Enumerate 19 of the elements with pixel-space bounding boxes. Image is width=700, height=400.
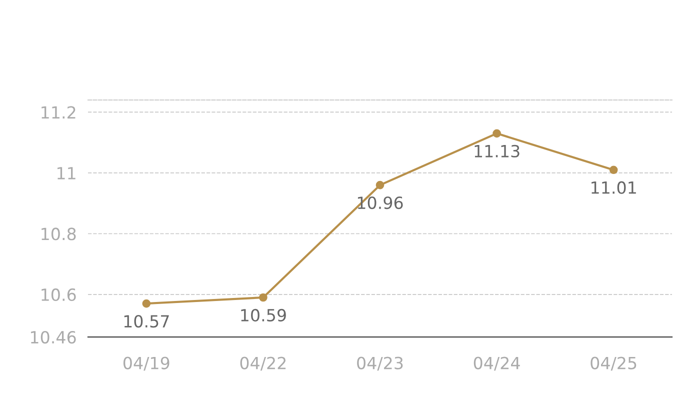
point [259, 293, 268, 302]
y-tick-label: 11 [58, 167, 76, 180]
x-tick-label: 04/25 [590, 356, 636, 371]
point [376, 180, 384, 190]
point [492, 129, 501, 138]
data-label: 11.01 [592, 181, 636, 194]
y-tick-label: 10.8 [42, 228, 76, 240]
y-tick-label: 10.46 [31, 330, 76, 344]
y-tick-label: 10.6 [42, 288, 76, 302]
x-tick-label: 04/19 [123, 356, 170, 371]
point [142, 299, 151, 308]
x-tick-label: 04/22 [240, 356, 286, 371]
y-tick-label: 11.2 [42, 106, 76, 118]
data-label: 11.13 [474, 144, 520, 158]
x-tick-label: 04/24 [474, 356, 520, 371]
data-label: 10.57 [124, 314, 169, 328]
data-label: 10.59 [241, 308, 286, 322]
point [609, 166, 618, 174]
x-tick-label: 04/23 [357, 356, 403, 371]
